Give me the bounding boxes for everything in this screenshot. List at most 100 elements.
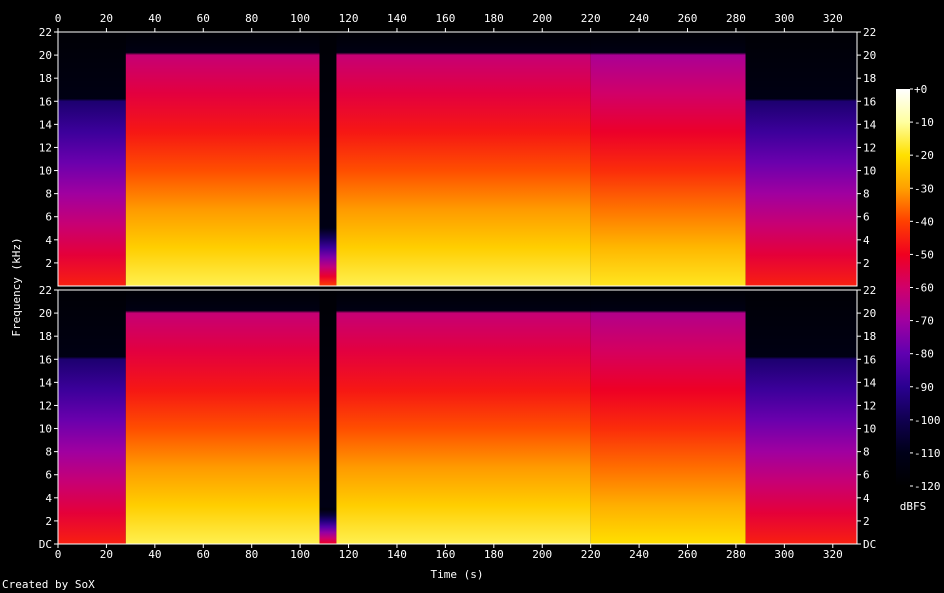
y-tick-label: 20 — [39, 307, 52, 320]
y-tick-label: 6 — [863, 211, 870, 224]
y-tick-label: 10 — [39, 165, 52, 178]
colorbar-tick-label: -10 — [914, 116, 934, 129]
spectrogram-segment — [336, 32, 591, 286]
x-tick-label: 320 — [823, 12, 843, 25]
y-tick-label: 12 — [863, 399, 876, 412]
y-axis-label: Frequency (kHz) — [10, 237, 23, 336]
spectrogram-segment — [336, 290, 591, 544]
y-tick-label: 16 — [863, 95, 876, 108]
y-tick-label: DC — [863, 538, 876, 551]
y-tick-label: 22 — [863, 284, 876, 297]
y-tick-label: 10 — [39, 423, 52, 436]
x-tick-label: 180 — [484, 548, 504, 561]
y-tick-label: 18 — [863, 330, 876, 343]
y-tick-label: 8 — [863, 446, 870, 459]
colorbar-tick-label: -50 — [914, 248, 934, 261]
colorbar-tick-label: -110 — [914, 447, 941, 460]
colorbar: +0 -10 -20 -30 -40 -50 -60 -70 -80 -90 -100 -110 -12… — [896, 83, 941, 493]
spectrogram-segment — [58, 290, 126, 544]
x-tick-label: 0 — [55, 548, 62, 561]
y-tick-label: 20 — [863, 307, 876, 320]
spectrogram-segment — [319, 32, 337, 286]
y-tick-label: 12 — [863, 141, 876, 154]
y-tick-label: 20 — [39, 49, 52, 62]
colorbar-tick-label: -100 — [914, 414, 941, 427]
credit-text: Created by SoX — [2, 578, 95, 591]
y-tick-label: 8 — [863, 188, 870, 201]
colorbar-gradient — [896, 89, 910, 486]
x-tick-label: 180 — [484, 12, 504, 25]
y-tick-label: 12 — [39, 399, 52, 412]
x-tick-label: 140 — [387, 548, 407, 561]
y-tick-label: 2 — [45, 257, 52, 270]
y-tick-label: 10 — [863, 423, 876, 436]
y-tick-label: 16 — [863, 353, 876, 366]
y-tick-label: 6 — [863, 469, 870, 482]
panel-frame — [57, 31, 858, 287]
x-tick-label: 160 — [435, 12, 455, 25]
y-tick-label: 4 — [45, 234, 52, 247]
y-tick-label: 2 — [45, 515, 52, 528]
x-tick-label: 60 — [197, 12, 210, 25]
y-tick-label: 16 — [39, 353, 52, 366]
x-tick-label: 260 — [678, 12, 698, 25]
colorbar-tick-label: -70 — [914, 315, 934, 328]
colorbar-tick-label: -90 — [914, 381, 934, 394]
y-tick-label: 18 — [39, 72, 52, 85]
channel-panel-2 — [57, 289, 858, 545]
y-tick-label: 8 — [45, 446, 52, 459]
x-tick-label: 280 — [726, 12, 746, 25]
y-tick-label: 14 — [863, 376, 877, 389]
y-tick-label: DC — [39, 538, 52, 551]
x-tick-label: 220 — [581, 12, 601, 25]
spectrogram-segment — [590, 290, 746, 544]
colorbar-tick-label: -60 — [914, 282, 934, 295]
y-tick-label: 12 — [39, 141, 52, 154]
colorbar-tick-label: -20 — [914, 149, 934, 162]
y-tick-label: 6 — [45, 469, 52, 482]
x-tick-label: 100 — [290, 12, 310, 25]
x-tick-label: 80 — [245, 12, 258, 25]
y-tick-label: 18 — [39, 330, 52, 343]
y-tick-label: 22 — [39, 26, 52, 39]
y-tick-label: 14 — [39, 118, 53, 131]
x-tick-label: 240 — [629, 548, 649, 561]
y-tick-label: 2 — [863, 515, 870, 528]
colorbar-tick-label: -40 — [914, 215, 934, 228]
x-tick-label: 20 — [100, 12, 113, 25]
y-tick-label: 22 — [863, 26, 876, 39]
y-tick-label: 22 — [39, 284, 52, 297]
x-tick-label: 40 — [148, 12, 161, 25]
y-tick-label: 16 — [39, 95, 52, 108]
x-tick-label: 80 — [245, 548, 258, 561]
y-tick-label: 14 — [863, 118, 877, 131]
y-tick-label: 4 — [863, 234, 870, 247]
x-axis-label: Time (s) — [431, 568, 484, 581]
x-tick-label: 120 — [339, 548, 359, 561]
colorbar-tick-label: -30 — [914, 182, 934, 195]
y-tick-label: 6 — [45, 211, 52, 224]
x-tick-label: 280 — [726, 548, 746, 561]
x-tick-label: 240 — [629, 12, 649, 25]
x-tick-label: 300 — [774, 12, 794, 25]
spectrogram-segment — [319, 290, 337, 544]
colorbar-tick-label: -80 — [914, 348, 934, 361]
spectrogram-segment — [590, 32, 746, 286]
colorbar-tick-label: -120 — [914, 480, 941, 493]
x-tick-label: 120 — [339, 12, 359, 25]
x-tick-label: 260 — [678, 548, 698, 561]
x-tick-label: 20 — [100, 548, 113, 561]
spectrogram-segment — [125, 290, 320, 544]
spectrogram-segment — [58, 32, 126, 286]
x-tick-label: 200 — [532, 12, 552, 25]
y-tick-label: 2 — [863, 257, 870, 270]
y-tick-label: 4 — [863, 492, 870, 505]
colorbar-label: dBFS — [900, 500, 927, 513]
y-tick-label: 14 — [39, 376, 53, 389]
y-tick-label: 18 — [863, 72, 876, 85]
x-tick-label: 320 — [823, 548, 843, 561]
y-tick-label: 10 — [863, 165, 876, 178]
spectrogram-segment — [125, 32, 320, 286]
x-tick-label: 300 — [774, 548, 794, 561]
